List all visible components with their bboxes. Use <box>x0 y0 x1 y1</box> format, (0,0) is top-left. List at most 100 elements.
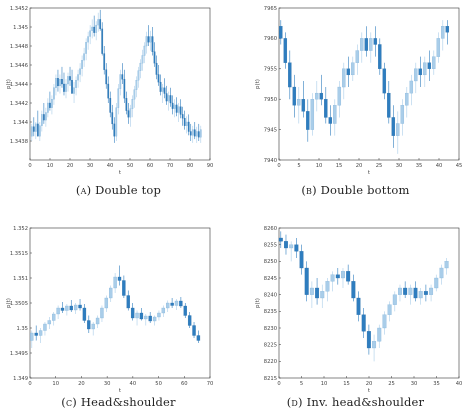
caption-tag-d: (d) <box>286 395 303 409</box>
y-tick-label: 8260 <box>264 226 277 232</box>
candle-body <box>173 104 176 109</box>
candle-body <box>135 80 138 90</box>
candle-body <box>82 307 87 321</box>
candle-body <box>167 95 170 102</box>
y-tick-label: 7945 <box>264 127 277 133</box>
candle <box>155 55 158 80</box>
candle <box>197 123 200 141</box>
candle-body <box>121 74 124 80</box>
candle-body <box>169 95 172 104</box>
candle-body <box>372 341 377 349</box>
candle-body <box>163 87 166 94</box>
candle-body <box>403 287 408 295</box>
candle <box>445 20 450 45</box>
x-tick-label: 15 <box>343 381 350 387</box>
candle <box>65 79 67 99</box>
candle <box>335 268 340 285</box>
candle <box>45 107 47 127</box>
candle <box>85 38 87 61</box>
candle <box>47 317 52 329</box>
candle-body <box>125 98 128 111</box>
candle-body <box>115 107 118 137</box>
candle <box>324 87 328 124</box>
candle <box>301 80 306 118</box>
candle-body <box>382 68 387 94</box>
candle <box>187 114 190 136</box>
caption-text-b: Double bottom <box>320 183 410 197</box>
caption-text-a: Double top <box>95 183 162 197</box>
caption-text-c: Head&shoulder <box>80 395 176 409</box>
plot-frame <box>278 227 460 379</box>
y-tick-label: 1.3446 <box>10 63 28 69</box>
candle <box>315 278 320 305</box>
candle <box>418 56 423 88</box>
y-tick-label: 1.3442 <box>10 101 28 107</box>
candle <box>127 103 130 124</box>
candle-body <box>325 281 330 292</box>
candle <box>179 99 182 119</box>
candle <box>183 110 186 130</box>
candle <box>294 238 299 258</box>
candle-body <box>297 99 301 106</box>
candle <box>396 111 400 154</box>
candle-body <box>65 83 67 92</box>
x-tick-label: 40 <box>130 381 137 387</box>
candle-body <box>432 56 436 69</box>
candle <box>364 26 369 57</box>
candle <box>387 301 392 322</box>
candle <box>325 278 330 302</box>
candle <box>289 241 294 262</box>
candle-body <box>41 114 43 126</box>
x-tick-label: 45 <box>456 163 463 169</box>
candle-body <box>77 74 79 81</box>
candle-body <box>53 87 55 100</box>
candle-body <box>360 38 364 51</box>
candle <box>100 305 104 322</box>
candle <box>157 65 160 86</box>
candle <box>423 56 427 88</box>
candle-body <box>392 294 397 305</box>
candle-body <box>366 331 371 349</box>
candle-body <box>179 106 182 115</box>
candle <box>189 123 192 141</box>
candle <box>78 299 82 311</box>
candle-body <box>55 78 57 88</box>
candle <box>351 274 356 302</box>
candle-body <box>157 312 161 318</box>
candle-body <box>373 38 378 45</box>
candle-body <box>109 287 113 299</box>
candle <box>159 74 162 96</box>
y-tick-label: 8255 <box>264 242 277 248</box>
candle-body <box>396 123 400 136</box>
candle <box>328 105 333 136</box>
candle-body <box>30 126 33 137</box>
x-tick-label: 5 <box>300 381 303 387</box>
candle-body <box>91 26 94 31</box>
candle-body <box>315 287 320 299</box>
y-tick-label: 1.3495 <box>10 351 28 357</box>
candle-body <box>103 53 106 70</box>
candle <box>32 117 35 137</box>
candle <box>366 324 371 355</box>
candle <box>418 288 423 305</box>
candle <box>372 334 377 362</box>
candle-body <box>346 271 351 282</box>
candle-body <box>195 131 198 137</box>
candle <box>181 106 184 126</box>
x-tick-label: 20 <box>356 163 363 169</box>
candle <box>49 91 51 111</box>
candle-body <box>111 112 114 125</box>
x-tick-label: 40 <box>456 381 463 387</box>
candle <box>175 97 178 117</box>
candle <box>30 330 34 348</box>
candle <box>369 32 373 63</box>
candle <box>109 285 113 302</box>
candle-body <box>183 305 187 316</box>
candle-body <box>289 244 294 249</box>
x-tick-label: 20 <box>366 381 373 387</box>
candle-body <box>418 68 423 76</box>
candle <box>148 312 152 323</box>
candle-body <box>61 79 63 85</box>
candle <box>130 303 135 321</box>
y-tick-label: 1.345 <box>13 25 28 31</box>
